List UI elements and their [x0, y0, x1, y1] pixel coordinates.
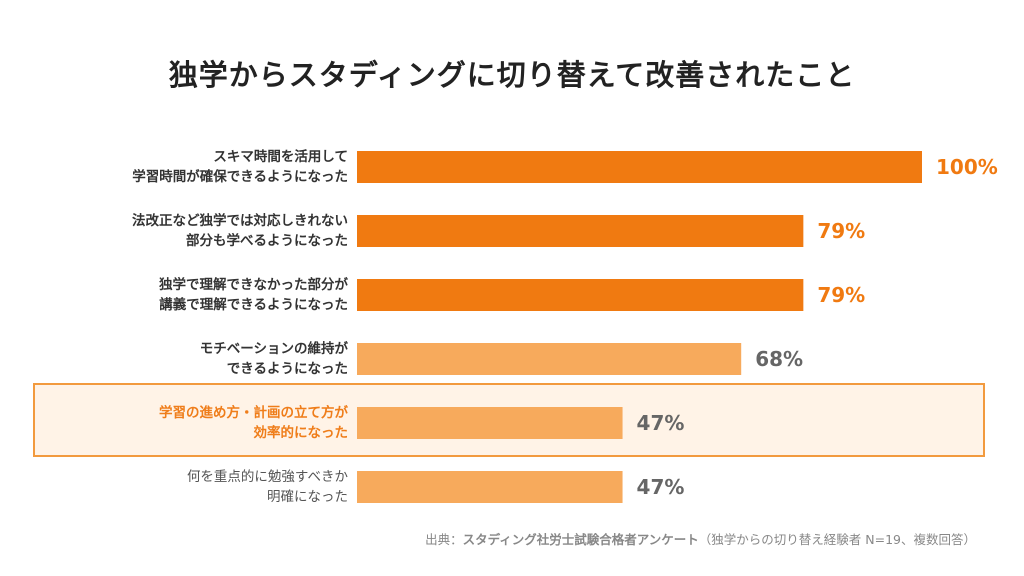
category-label-line: 効率的になった	[253, 425, 349, 441]
category-label-line: 明確になった	[267, 489, 348, 505]
bar-2	[357, 279, 804, 311]
source-note: 出典：スタディング社労士試験合格者アンケート（独学からの切り替え経験者 N=19…	[425, 529, 976, 548]
value-label-0: 100%	[936, 155, 998, 179]
category-label-line: 学習の進め方・計画の立て方が	[159, 405, 348, 421]
category-label-2: 独学で理解できなかった部分が 講義で理解できるようになった	[28, 275, 348, 315]
category-label-line: 部分も学べるようになった	[186, 233, 348, 249]
source-suffix: （独学からの切り替え経験者 N=19、複数回答）	[698, 532, 976, 547]
category-label-line: 学習時間が確保できるようになった	[132, 169, 348, 185]
bar-4	[357, 407, 623, 439]
source-name: スタディング社労士試験合格者アンケート	[462, 532, 699, 547]
category-label-line: 講義で理解できるようになった	[159, 297, 348, 313]
category-label-3: モチベーションの維持ができるようになった	[28, 339, 348, 379]
value-label-5: 47%	[637, 475, 685, 499]
value-label-1: 79%	[817, 219, 865, 243]
bar-1	[357, 215, 804, 247]
category-label-line: 何を重点的に勉強すべきか	[186, 469, 348, 485]
category-label-line: 独学で理解できなかった部分が	[159, 277, 348, 293]
bar-5	[357, 471, 623, 503]
category-label-0: スキマ時間を活用して学習時間が確保できるようになった	[28, 147, 348, 187]
category-label-line: モチベーションの維持が	[199, 341, 348, 357]
category-label-4: 学習の進め方・計画の立て方が効率的になった	[28, 403, 348, 443]
value-label-3: 68%	[755, 347, 803, 371]
category-label-1: 法改正など独学では対応しきれない部分も学べるようになった	[28, 211, 348, 251]
value-label-2: 79%	[817, 283, 865, 307]
category-label-line: できるようになった	[226, 361, 348, 377]
source-prefix: 出典：	[425, 532, 463, 547]
category-label-line: 法改正など独学では対応しきれない	[132, 213, 348, 229]
value-label-4: 47%	[637, 411, 685, 435]
bar-0	[357, 151, 922, 183]
category-label-5: 何を重点的に勉強すべきか明確になった	[28, 467, 348, 507]
chart-title: 独学からスタディングに切り替えて改善されたこと	[168, 58, 856, 92]
bar-3	[357, 343, 742, 375]
category-label-line: スキマ時間を活用して	[213, 149, 348, 165]
